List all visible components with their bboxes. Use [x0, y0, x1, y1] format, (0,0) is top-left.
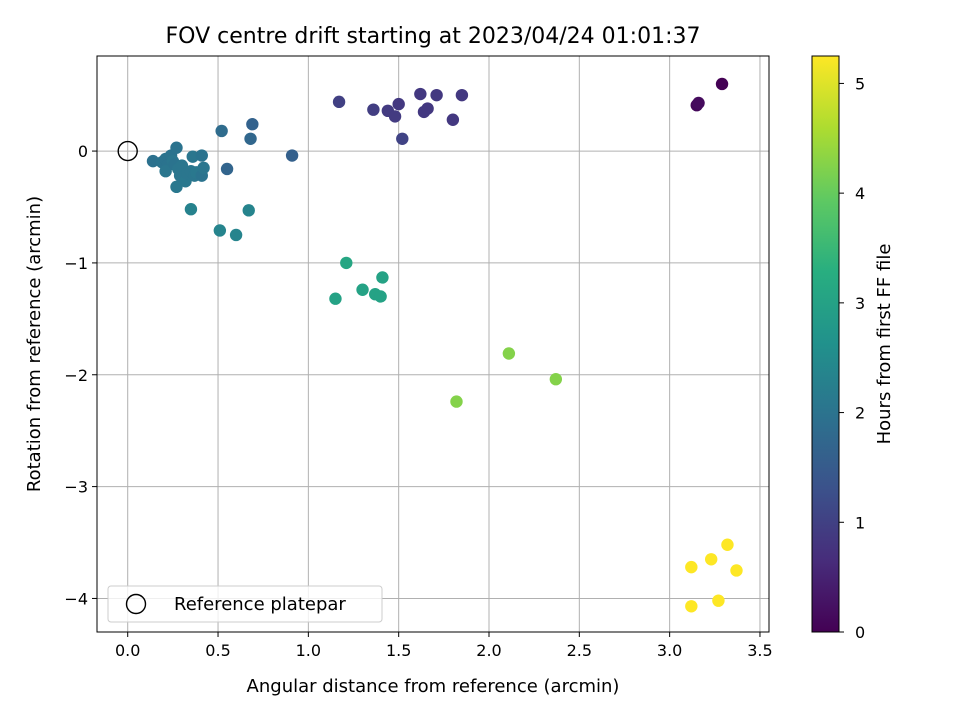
colorbar: 0 1 2 3 4 5 Hours from first FF file — [811, 55, 895, 642]
chart-title: FOV centre drift starting at 2023/04/24 … — [166, 24, 701, 49]
x-tick-label: 3.5 — [747, 641, 772, 660]
data-point — [229, 228, 243, 242]
x-tick-label: 1.0 — [296, 641, 321, 660]
data-point — [186, 150, 199, 163]
x-tick-label: 1.5 — [386, 641, 411, 660]
data-point — [704, 553, 718, 566]
data-point — [455, 88, 469, 102]
data-point — [692, 96, 705, 110]
x-tick-label: 3.0 — [657, 641, 682, 660]
grid — [97, 56, 769, 632]
data-point — [430, 88, 443, 102]
colorbar-gradient — [811, 55, 840, 633]
data-point — [329, 292, 342, 305]
data-point — [388, 110, 402, 123]
data-point — [170, 180, 183, 194]
data-point — [685, 600, 698, 613]
data-point — [242, 204, 255, 217]
data-point — [549, 373, 563, 386]
colorbar-tick-label: 2 — [855, 404, 865, 423]
data-point — [159, 165, 172, 178]
data-point — [374, 290, 387, 303]
x-tick-label: 0.5 — [205, 641, 230, 660]
data-point — [146, 154, 160, 168]
y-axis-label: Rotation from reference (arcmin) — [24, 196, 45, 492]
data-point — [170, 141, 183, 154]
x-tick-label: 0.0 — [115, 641, 140, 660]
data-point — [184, 203, 198, 216]
data-point — [332, 95, 346, 109]
data-point — [421, 102, 434, 115]
y-tick-label: −3 — [64, 478, 88, 497]
legend-label-reference: Reference platepar — [174, 594, 346, 615]
data-point — [502, 347, 516, 360]
data-point — [712, 594, 725, 607]
legend-marker-reference — [125, 593, 147, 615]
legend: Reference platepar — [107, 585, 383, 623]
data-point — [396, 132, 409, 145]
plot-frame — [96, 55, 770, 633]
legend-box — [107, 585, 383, 623]
data-point — [285, 149, 299, 162]
data-point — [220, 162, 234, 176]
colorbar-tick-label: 1 — [855, 513, 865, 532]
data-point — [685, 560, 698, 574]
x-axis-label: Angular distance from reference (arcmin) — [247, 676, 620, 697]
data-point — [730, 564, 743, 577]
colorbar-tick-label: 5 — [855, 74, 865, 93]
axis-ticks: 0.0 0.5 1.0 1.5 2.0 2.5 3.0 3.5 0 −1 −2 −3 −4 — [64, 142, 772, 660]
data-point — [446, 113, 460, 126]
data-point — [340, 256, 353, 270]
data-point — [715, 77, 729, 91]
data-point — [450, 395, 463, 408]
data-point — [213, 224, 227, 237]
x-tick-label: 2.5 — [567, 641, 592, 660]
y-tick-label: 0 — [78, 142, 88, 161]
y-tick-label: −4 — [64, 589, 88, 608]
data-point — [195, 149, 208, 162]
data-point — [356, 283, 369, 296]
data-points — [117, 77, 743, 613]
data-point — [367, 103, 380, 116]
x-tick-label: 2.0 — [476, 641, 501, 660]
data-point — [244, 132, 257, 145]
reference-point-marker — [117, 140, 138, 162]
colorbar-tick-label: 4 — [855, 184, 865, 203]
data-point — [197, 161, 210, 175]
colorbar-ticks: 0 1 2 3 4 5 — [839, 74, 865, 642]
data-point — [246, 118, 259, 131]
data-point — [414, 87, 427, 101]
colorbar-tick-label: 3 — [855, 294, 865, 313]
data-point — [392, 97, 405, 111]
colorbar-tick-label: 0 — [855, 623, 865, 642]
y-tick-label: −1 — [64, 254, 88, 273]
data-point — [721, 538, 734, 551]
data-point — [215, 124, 228, 138]
colorbar-label: Hours from first FF file — [874, 244, 895, 445]
y-tick-label: −2 — [64, 366, 88, 385]
data-point — [376, 271, 389, 284]
